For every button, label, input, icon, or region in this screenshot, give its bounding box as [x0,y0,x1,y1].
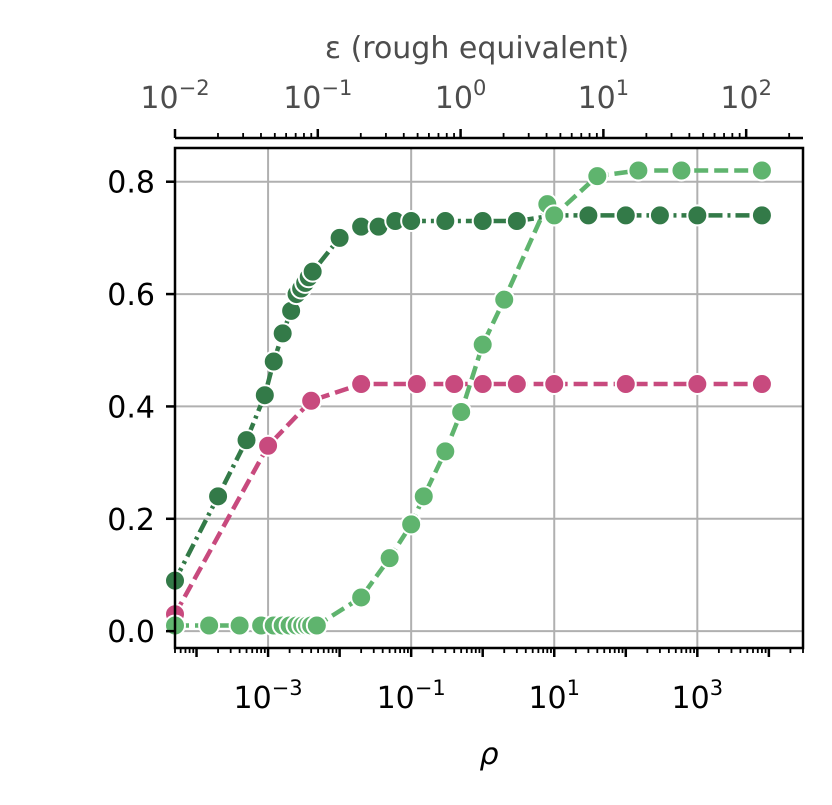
data-point [648,204,671,227]
data-point [505,210,528,233]
plot-frame [173,146,805,650]
data-point [443,372,466,395]
data-point [686,372,709,395]
data-point [471,210,494,233]
x-tick-label: 103 [672,676,724,716]
data-point [207,485,230,508]
top-x-tick-label: 10−1 [283,76,352,116]
top-x-tick-label: 10−2 [140,76,209,116]
data-point [543,372,566,395]
data-point [350,586,373,609]
data-point [301,260,324,283]
data-point [328,226,351,249]
x-tick-label: 10−3 [233,676,302,716]
data-point [305,614,328,637]
data-point [271,322,294,345]
series-0 [164,204,773,592]
top-axis-title: ε (rough equivalent) [325,31,629,66]
x-tick-label: 101 [528,676,580,716]
data-point [670,159,693,182]
y-tick-label: 0.6 [107,278,155,313]
x-tick-label: 10−1 [377,676,446,716]
data-point [350,372,373,395]
data-point [434,210,457,233]
data-point [750,372,773,395]
data-point [505,372,528,395]
data-point [614,204,637,227]
y-tick-label: 0.2 [107,503,155,538]
data-point [750,159,773,182]
data-point [198,614,221,637]
data-point [400,513,423,536]
data-point [228,614,251,637]
data-point [586,165,609,188]
data-point [543,204,566,227]
y-tick-label: 0.8 [107,166,155,201]
top-x-tick-label: 102 [720,76,772,116]
data-point [257,434,280,457]
data-point [614,372,637,395]
series-2 [164,159,773,637]
data-point [405,372,428,395]
data-point [750,204,773,227]
data-point [471,372,494,395]
data-point [686,204,709,227]
data-point [577,204,600,227]
data-point [300,389,323,412]
axes: 10−3 10−1 101 103 0.0 0.2 0.4 0.6 0.8 10−2 10−1 100… [107,76,805,716]
top-x-tick-label: 100 [435,76,487,116]
y-tick-label: 0.0 [107,615,155,650]
data-point [235,429,258,452]
data-point [434,440,457,463]
data-point [378,547,401,570]
x-axis-title: ρ [479,737,498,772]
y-tick-label: 0.4 [107,390,155,425]
top-x-tick-label: 101 [578,76,630,116]
data-point [493,288,516,311]
data-point [412,485,435,508]
series-layer [164,159,773,637]
series-1 [164,372,773,626]
data-point [450,401,473,424]
data-point [471,333,494,356]
data-point [627,159,650,182]
data-point [262,350,285,373]
data-point [400,210,423,233]
data-point [253,384,276,407]
